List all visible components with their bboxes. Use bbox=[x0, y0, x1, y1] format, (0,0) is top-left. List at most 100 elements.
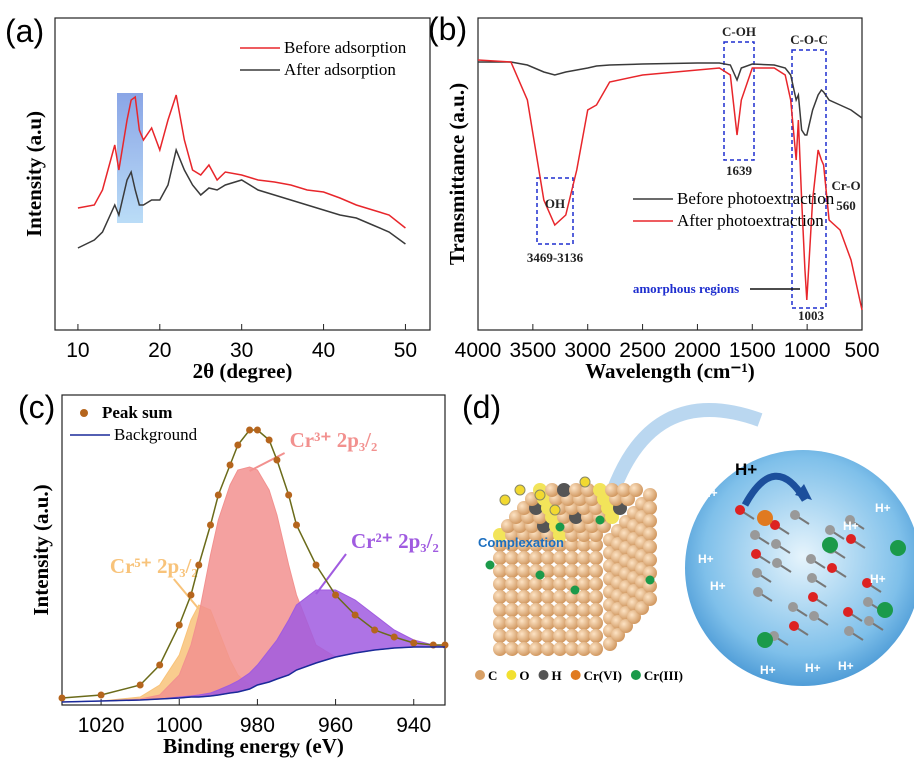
atom bbox=[541, 551, 555, 565]
atom bbox=[643, 553, 657, 567]
atom bbox=[505, 551, 519, 565]
ion bbox=[499, 494, 511, 506]
x-tick-label: 1020 bbox=[78, 714, 125, 737]
x-axis-label: Wavelength (cm⁻¹) bbox=[585, 359, 755, 383]
ion bbox=[757, 510, 773, 526]
box bbox=[723, 41, 755, 161]
plot-frame bbox=[54, 17, 431, 331]
atom bbox=[565, 551, 579, 565]
atom bbox=[565, 629, 579, 643]
atom bbox=[517, 564, 531, 578]
legend-marker bbox=[630, 670, 641, 680]
data-point bbox=[226, 461, 234, 469]
legend-label: Cr(VI) bbox=[584, 668, 622, 683]
atom bbox=[541, 603, 555, 617]
data-point bbox=[214, 491, 222, 499]
atom bbox=[505, 538, 519, 552]
annotation: amorphous regions bbox=[633, 281, 739, 296]
legend-label: Peak sum bbox=[102, 403, 172, 422]
x-tick-label: 1500 bbox=[729, 339, 776, 362]
annotation: C-OH bbox=[722, 24, 756, 39]
atom bbox=[517, 551, 531, 565]
atom bbox=[545, 483, 559, 497]
legend-label: O bbox=[519, 668, 529, 683]
atom bbox=[611, 628, 625, 642]
y-axis-label: Intensity (a.u) bbox=[22, 111, 46, 237]
atom bbox=[643, 501, 657, 515]
annotation: 1639 bbox=[726, 163, 753, 178]
annotation: C-O-C bbox=[790, 32, 828, 47]
atom bbox=[517, 642, 531, 656]
atom bbox=[809, 611, 819, 621]
ion-label: H+ bbox=[760, 663, 776, 677]
atom bbox=[505, 616, 519, 630]
ion bbox=[579, 476, 591, 488]
atom bbox=[771, 539, 781, 549]
atom bbox=[529, 538, 543, 552]
ion bbox=[890, 540, 906, 556]
atom bbox=[643, 566, 657, 580]
atom bbox=[643, 592, 657, 606]
atom bbox=[845, 515, 855, 525]
atom bbox=[643, 527, 657, 541]
panel-label: (c) bbox=[18, 389, 55, 425]
atom bbox=[493, 577, 507, 591]
atom bbox=[541, 629, 555, 643]
data-point bbox=[246, 426, 254, 434]
atom bbox=[635, 601, 649, 615]
atom bbox=[752, 568, 762, 578]
atom bbox=[577, 629, 591, 643]
atom bbox=[553, 629, 567, 643]
ion bbox=[514, 484, 526, 496]
annotation: OH bbox=[545, 196, 565, 211]
atom bbox=[617, 483, 631, 497]
annotation: Cr-O bbox=[831, 178, 860, 193]
data-point bbox=[97, 691, 105, 699]
x-tick-label: 10 bbox=[66, 339, 89, 362]
atom bbox=[750, 530, 760, 540]
annotation-boxes bbox=[536, 41, 827, 309]
x-tick-label: 500 bbox=[844, 339, 879, 362]
series-line bbox=[61, 646, 445, 703]
ion-label: H+ bbox=[843, 519, 859, 533]
atom bbox=[825, 525, 835, 535]
adsorbent-cube bbox=[485, 476, 657, 656]
atom bbox=[627, 610, 641, 624]
ion bbox=[534, 489, 546, 501]
atom bbox=[605, 483, 619, 497]
atom bbox=[807, 573, 817, 583]
x-tick-label: 2000 bbox=[674, 339, 721, 362]
atom bbox=[827, 563, 837, 573]
annotation: 3469-3136 bbox=[527, 250, 584, 265]
atom bbox=[505, 603, 519, 617]
legend-label: Background bbox=[114, 425, 198, 444]
atom bbox=[577, 538, 591, 552]
x-tick-label: 4000 bbox=[455, 339, 502, 362]
component-pointer bbox=[173, 578, 200, 610]
atom bbox=[517, 501, 531, 515]
data-point bbox=[351, 611, 359, 619]
data-point bbox=[234, 441, 242, 449]
x-tick-label: 960 bbox=[318, 714, 353, 737]
box bbox=[536, 177, 574, 245]
data-point bbox=[292, 521, 300, 529]
x-tick-label: 940 bbox=[396, 714, 431, 737]
atom bbox=[541, 564, 555, 578]
atom bbox=[517, 616, 531, 630]
atom bbox=[577, 577, 591, 591]
atom bbox=[577, 564, 591, 578]
atom bbox=[735, 505, 745, 515]
atom bbox=[529, 551, 543, 565]
atom bbox=[790, 510, 800, 520]
plot-frame bbox=[61, 394, 446, 706]
atom bbox=[541, 590, 555, 604]
atom bbox=[565, 616, 579, 630]
atom bbox=[589, 538, 603, 552]
molecule-network bbox=[735, 505, 906, 648]
atom bbox=[619, 619, 633, 633]
data-point bbox=[265, 436, 273, 444]
atom bbox=[806, 554, 816, 564]
ion-label: H+ bbox=[702, 486, 718, 500]
legend-marker bbox=[475, 670, 485, 680]
